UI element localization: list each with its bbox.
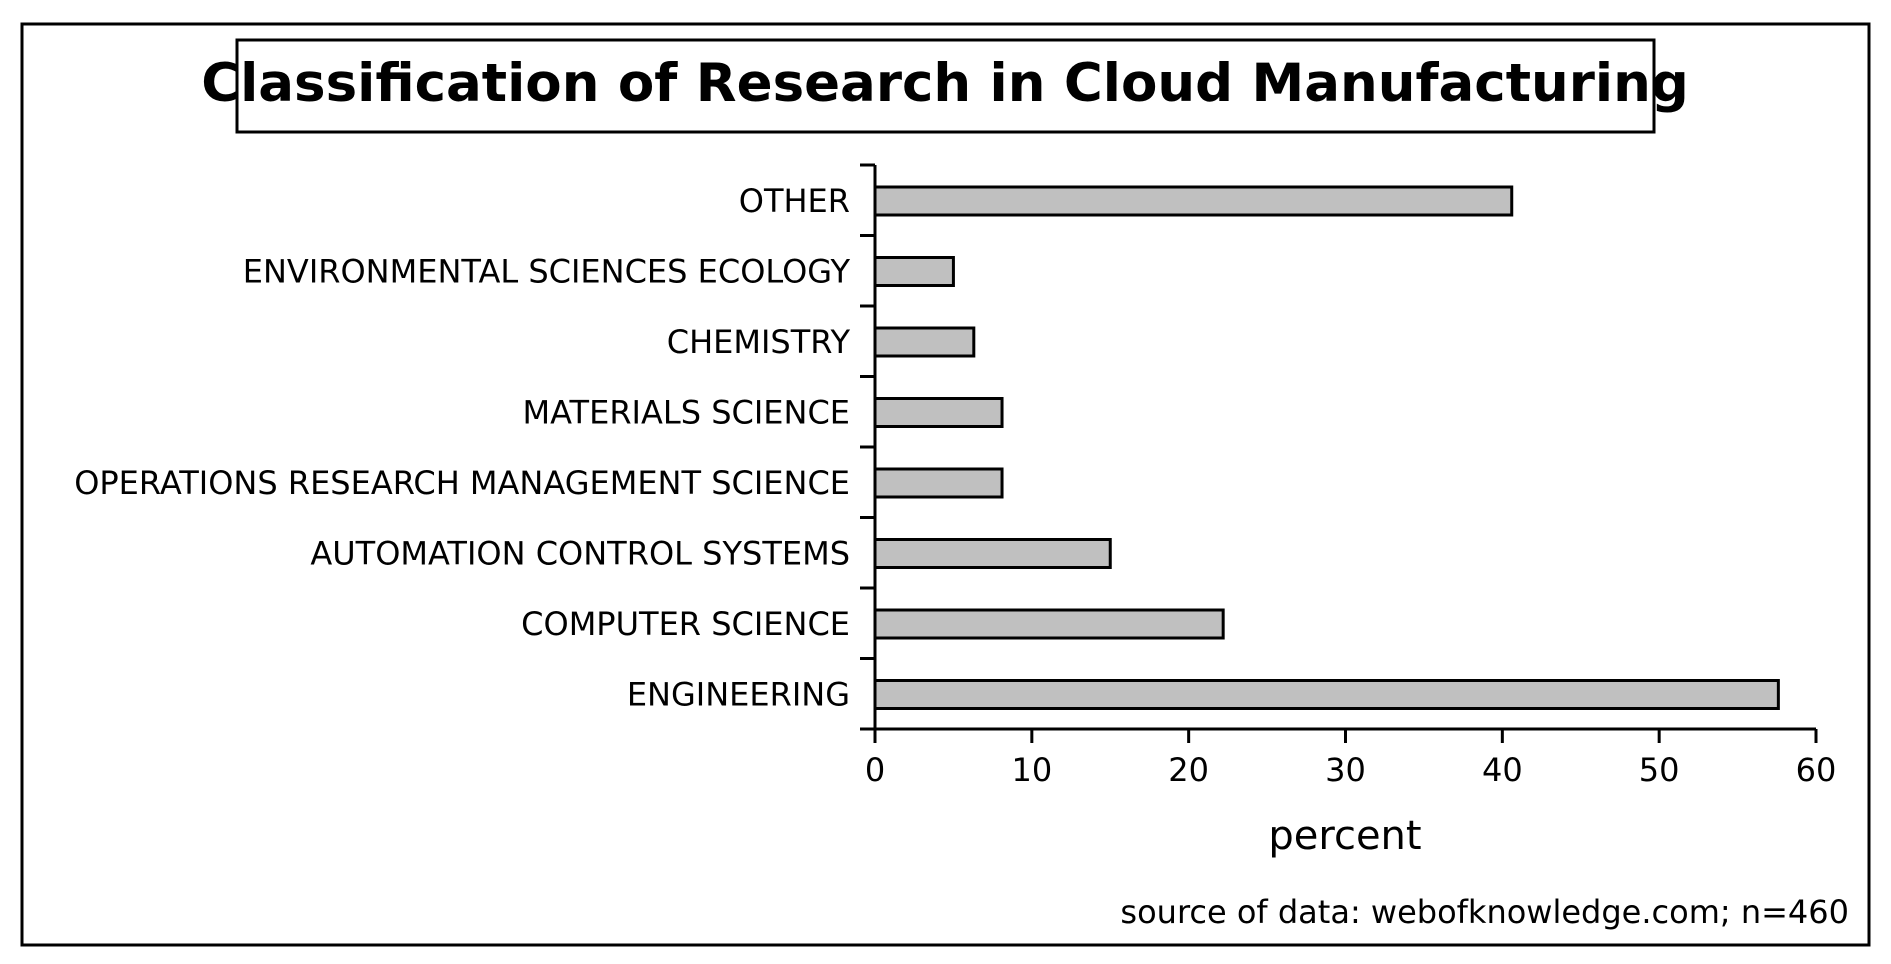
bar-operations-research-management-science xyxy=(873,467,1004,499)
title-box xyxy=(235,38,1656,134)
source-annotation: source of data: webofknowledge.com; n=46… xyxy=(1120,893,1849,931)
category-label: ENVIRONMENTAL SCIENCES ECOLOGY xyxy=(243,253,851,291)
category-label: COMPUTER SCIENCE xyxy=(521,605,850,643)
bar-other xyxy=(873,185,1514,217)
x-tick-label: 30 xyxy=(1325,751,1366,789)
chart-title: Classification of Research in Cloud Manu… xyxy=(201,53,1689,114)
x-tick-label: 0 xyxy=(865,751,885,789)
category-label: OTHER xyxy=(739,182,850,220)
figure-border xyxy=(20,22,1871,947)
x-tick-label: 60 xyxy=(1796,751,1837,789)
category-label: ENGINEERING xyxy=(627,676,850,714)
x-tick-label: 10 xyxy=(1011,751,1052,789)
plot-area: OTHER ENVIRONMENTAL SCIENCES ECOLOGY CHEMI… xyxy=(74,163,1837,789)
x-axis-title: percent xyxy=(1268,813,1421,859)
category-label: MATERIALS SCIENCE xyxy=(523,394,850,432)
bar-automation-control-systems xyxy=(873,538,1112,569)
x-tick-label: 50 xyxy=(1639,751,1680,789)
bar-chemistry xyxy=(873,326,976,358)
bar-computer-science xyxy=(873,608,1225,640)
bar-engineering xyxy=(873,679,1780,710)
category-label: CHEMISTRY xyxy=(667,323,851,361)
x-tick-label: 40 xyxy=(1482,751,1523,789)
x-tick-label: 20 xyxy=(1168,751,1209,789)
bar-environmental-sciences-ecology xyxy=(873,256,955,287)
category-label: AUTOMATION CONTROL SYSTEMS xyxy=(310,535,850,573)
category-label: OPERATIONS RESEARCH MANAGEMENT SCIENCE xyxy=(74,464,850,502)
bar-materials-science xyxy=(873,397,1004,428)
